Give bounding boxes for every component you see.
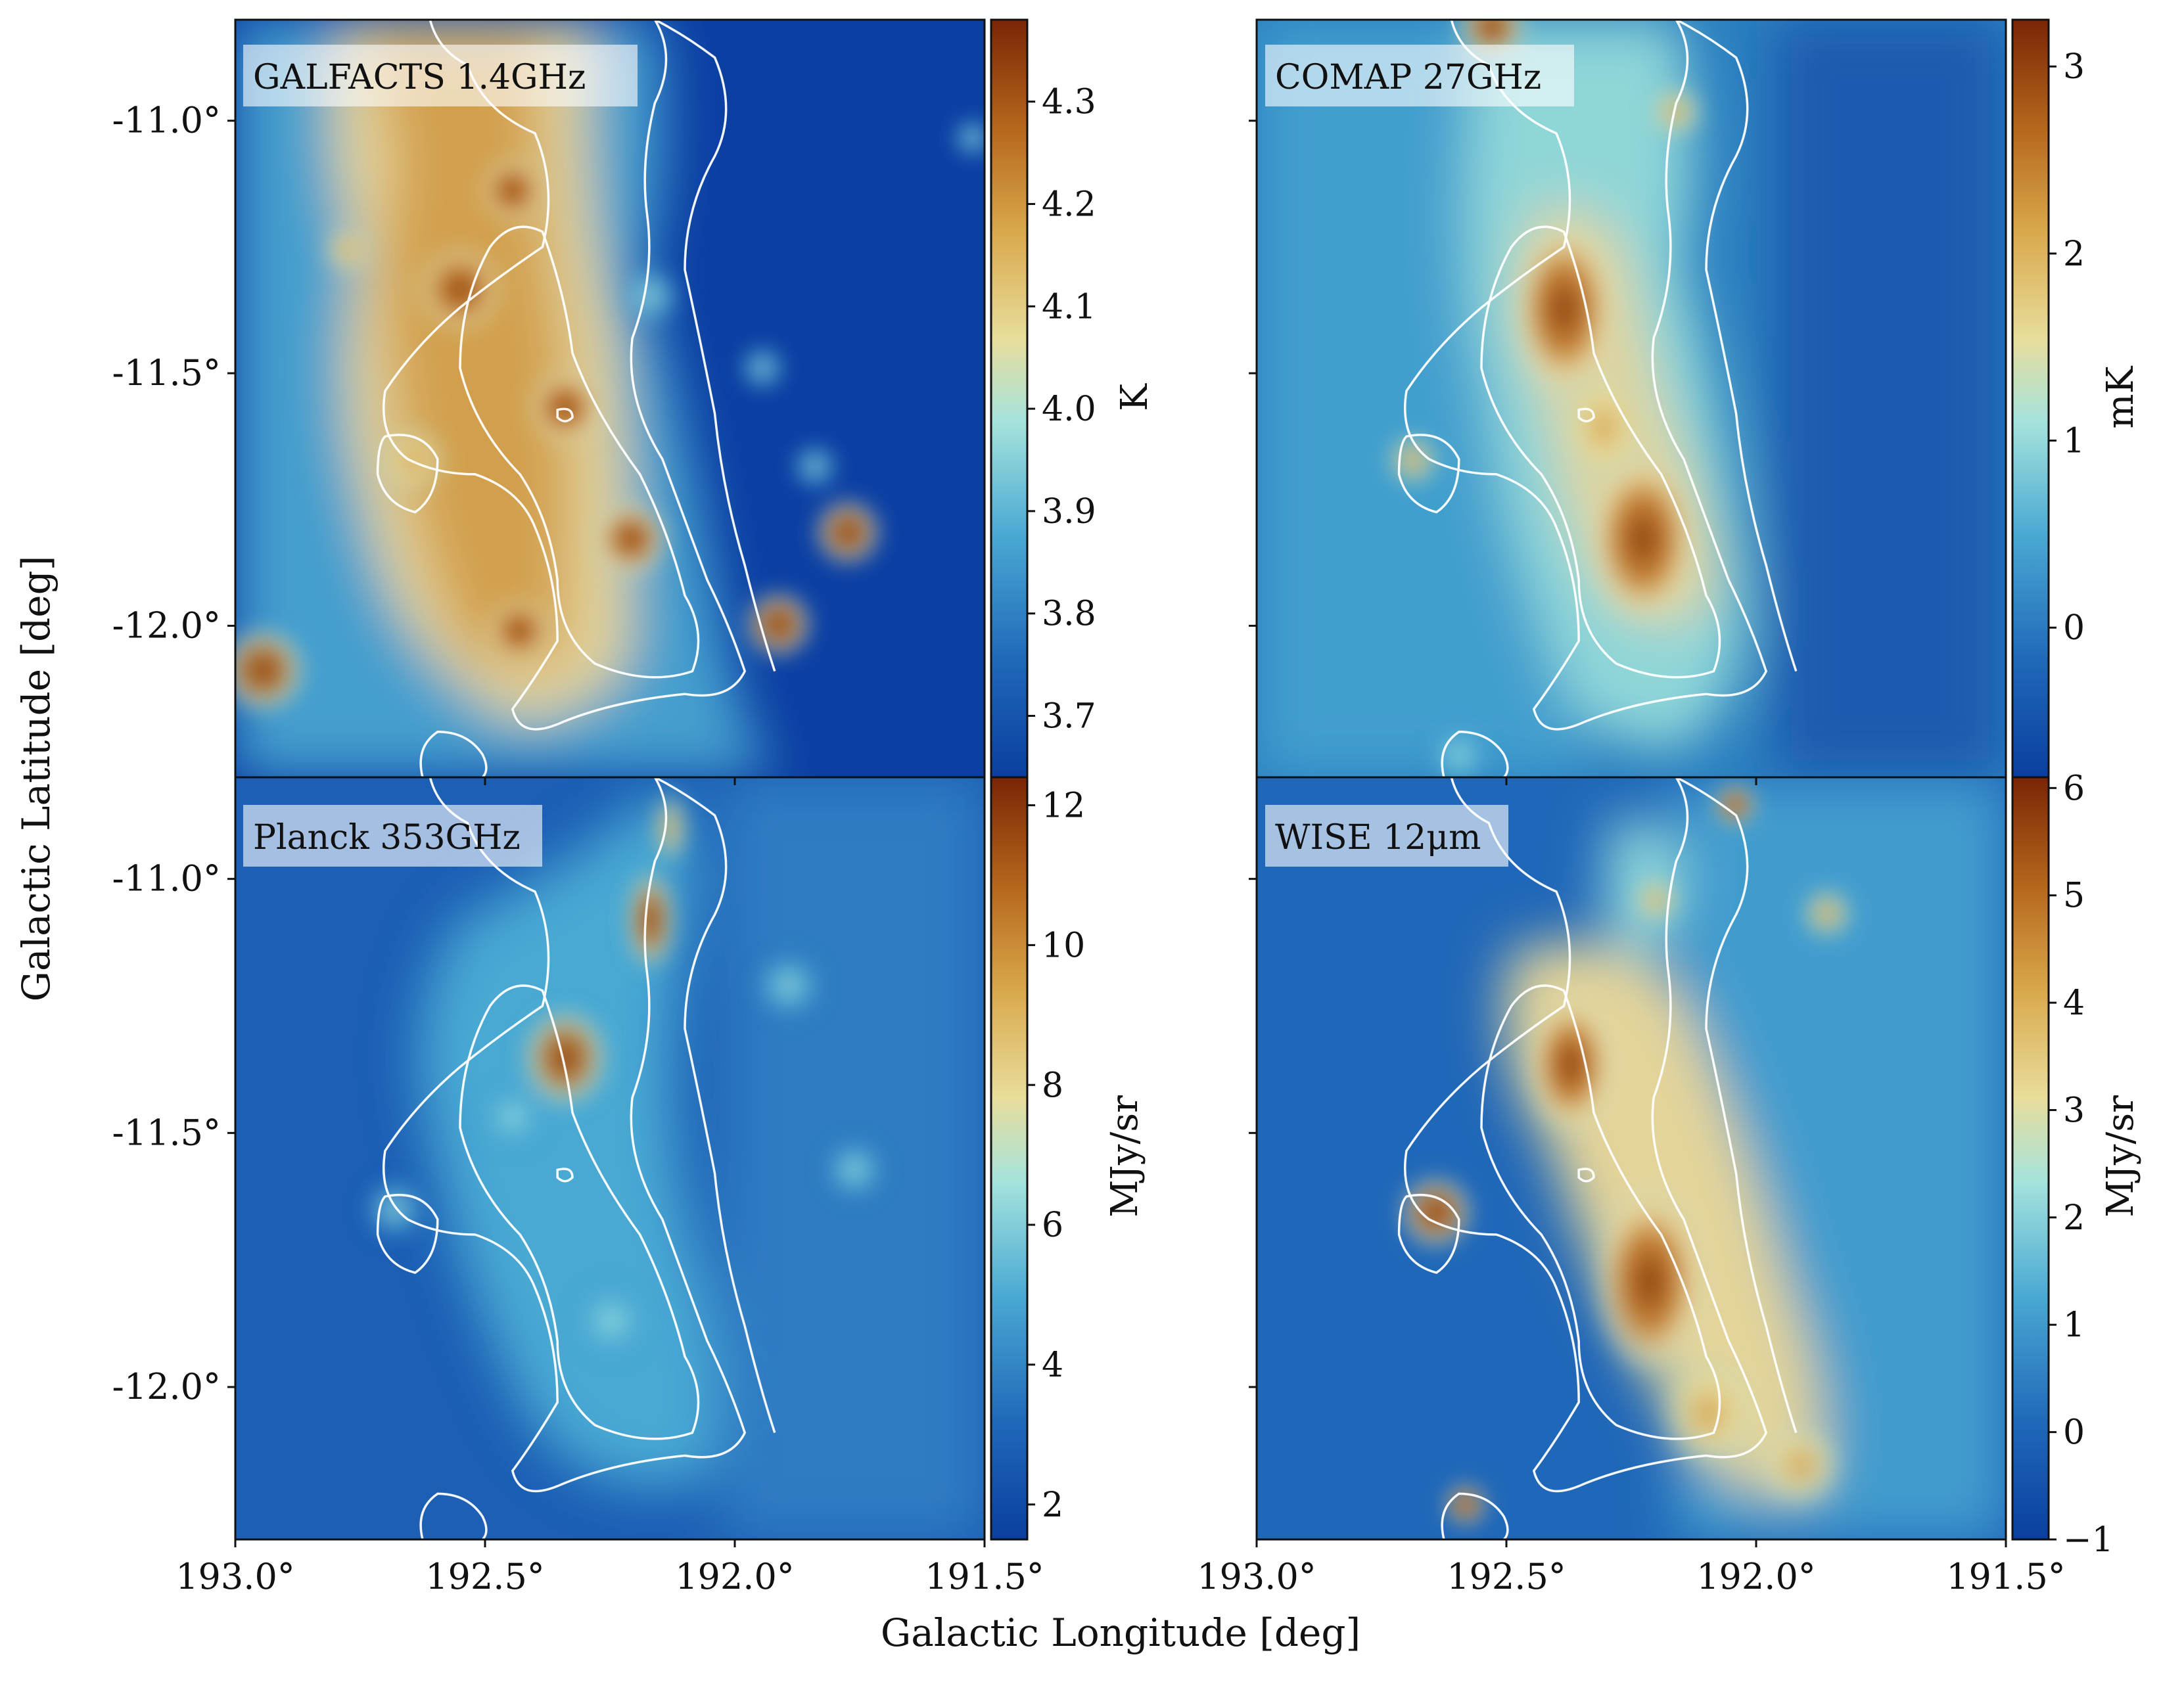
y-tick-label: -12.0°: [112, 1366, 221, 1407]
contours-planck: [376, 777, 776, 1539]
y-tick-label: -11.5°: [112, 1112, 221, 1153]
x-tick-label: 191.5°: [1946, 1556, 2066, 1597]
colorbar-tick-label: 2: [2063, 1198, 2085, 1238]
contour-line: [383, 20, 747, 731]
contour-line: [1577, 407, 1595, 422]
contour-line: [419, 1492, 488, 1539]
colorbar-tick-label: 4: [2063, 984, 2085, 1023]
x-axis-label: Galactic Longitude [deg]: [881, 1610, 1360, 1655]
wise-heatmap: [1257, 777, 2006, 1539]
x-tick-label: 193.0°: [1197, 1556, 1316, 1597]
galfacts-heatmap: [235, 20, 985, 777]
contour-overlays: [376, 20, 1798, 1539]
y-tick-label: -12.0°: [112, 604, 221, 646]
colorbar-wise: [2011, 776, 2050, 1541]
panel-planck: [235, 777, 985, 1539]
colorbar-galfacts: [990, 18, 1029, 779]
contour-line: [1404, 20, 1768, 731]
title-wise: WISE 12μm: [1275, 818, 1481, 857]
contour-line: [419, 731, 488, 777]
panel-comap: [1257, 20, 2006, 777]
x-tick-label: 192.0°: [675, 1556, 795, 1597]
x-tick-label: 192.5°: [425, 1556, 545, 1597]
contour-line: [1441, 1492, 1509, 1539]
contour-line: [1404, 777, 1768, 1493]
contour-line: [1480, 984, 1721, 1440]
colorbar-tick-label: −1: [2063, 1520, 2114, 1560]
colorbar-planck: [990, 776, 1029, 1541]
contour-line: [376, 1193, 439, 1274]
contour-line: [1397, 434, 1460, 514]
colorbar-tick-label: 4.3: [1042, 83, 1096, 122]
contour-line: [556, 407, 574, 422]
contour-line: [1480, 225, 1721, 679]
colorbar-tick-label: 6: [1042, 1206, 1063, 1245]
panel-galfacts: [235, 20, 985, 777]
x-tick-label: 193.0°: [175, 1556, 295, 1597]
axes-frame-wise: [1255, 776, 2007, 1541]
contour-line: [376, 434, 439, 514]
contour-line: [1675, 777, 1798, 1434]
contour-line: [1577, 1168, 1595, 1183]
colorbar-tick-label: 4.2: [1042, 185, 1096, 224]
colorbar-tick-label: 3.7: [1042, 697, 1096, 737]
colorbar-label-comap: mK: [2099, 365, 2142, 428]
colorbar-tick-label: 3: [2063, 1091, 2085, 1130]
colorbar-label-wise: MJy/sr: [2099, 1095, 2142, 1217]
contour-line: [459, 225, 700, 679]
colorbar-tick-label: 3.9: [1042, 492, 1096, 532]
panel-wise: [1257, 777, 2006, 1539]
y-tick-label: -11.0°: [112, 100, 221, 141]
colorbar-tick-label: 5: [2063, 876, 2085, 916]
title-planck: Planck 353GHz: [253, 818, 521, 857]
contour-line: [654, 777, 776, 1434]
colorbar-tick-label: 12: [1042, 786, 1085, 826]
contour-line: [1397, 1193, 1460, 1274]
title-box-galfacts: [243, 45, 638, 106]
title-box-comap: [1265, 45, 1574, 106]
x-tick-label: 192.0°: [1696, 1556, 1816, 1597]
colorbar-label-planck: MJy/sr: [1104, 1095, 1146, 1217]
x-tick-label: 191.5°: [925, 1556, 1044, 1597]
y-tick-label: -11.5°: [112, 352, 221, 394]
contours-comap: [1397, 20, 1798, 777]
title-box-wise: [1265, 805, 1508, 867]
colorbar-tick-label: 1: [2063, 422, 2085, 461]
contour-line: [654, 20, 776, 672]
axes-layer: -11.0° -11.5° -12.0° 3.7 3.8 3.9 4.0 4.1 4.2 4.3 0…: [112, 18, 2114, 1597]
colorbar-tick-label: 3.8: [1042, 595, 1096, 634]
contours-wise: [1397, 777, 1798, 1539]
colorbar-label-galfacts: K: [1113, 383, 1156, 411]
colorbar-tick-label: 1: [2063, 1306, 2085, 1345]
y-axis-label: Galactic Latitude [deg]: [14, 556, 58, 1002]
colorbar-tick-label: 0: [2063, 1413, 2085, 1453]
contour-line: [459, 984, 700, 1440]
title-galfacts: GALFACTS 1.4GHz: [253, 58, 586, 97]
contours-galfacts: [376, 20, 776, 777]
contour-line: [1441, 731, 1509, 777]
colorbar-tick-label: 4: [1042, 1346, 1063, 1385]
colorbar-tick-label: 3: [2063, 47, 2085, 87]
y-tick-label: -11.0°: [112, 858, 221, 899]
colorbar-tick-label: 8: [1042, 1066, 1063, 1105]
colorbar-tick-label: 4.1: [1042, 287, 1096, 327]
contour-line: [556, 1168, 574, 1183]
colorbar-tick-label: 6: [2063, 769, 2085, 808]
colorbar-comap: [2011, 18, 2050, 779]
colorbar-tick-label: 10: [1042, 926, 1085, 965]
title-comap: COMAP 27GHz: [1275, 58, 1541, 97]
colorbar-tick-label: 4.0: [1042, 390, 1096, 429]
colorbar-tick-label: 2: [2063, 235, 2085, 274]
axes-frame-planck: [234, 776, 986, 1541]
title-box-planck: [243, 805, 542, 867]
colorbar-tick-label: 2: [1042, 1486, 1063, 1525]
comap-heatmap: [1257, 20, 2006, 777]
x-tick-label: 192.5°: [1447, 1556, 1566, 1597]
planck-heatmap: [235, 777, 985, 1539]
colorbar-tick-label: 0: [2063, 608, 2085, 648]
contour-line: [383, 777, 747, 1493]
contour-line: [1675, 20, 1798, 672]
